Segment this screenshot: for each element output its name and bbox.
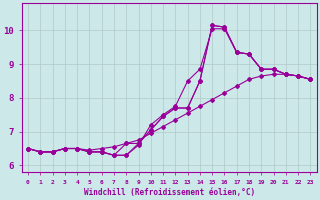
X-axis label: Windchill (Refroidissement éolien,°C): Windchill (Refroidissement éolien,°C) (84, 188, 255, 197)
